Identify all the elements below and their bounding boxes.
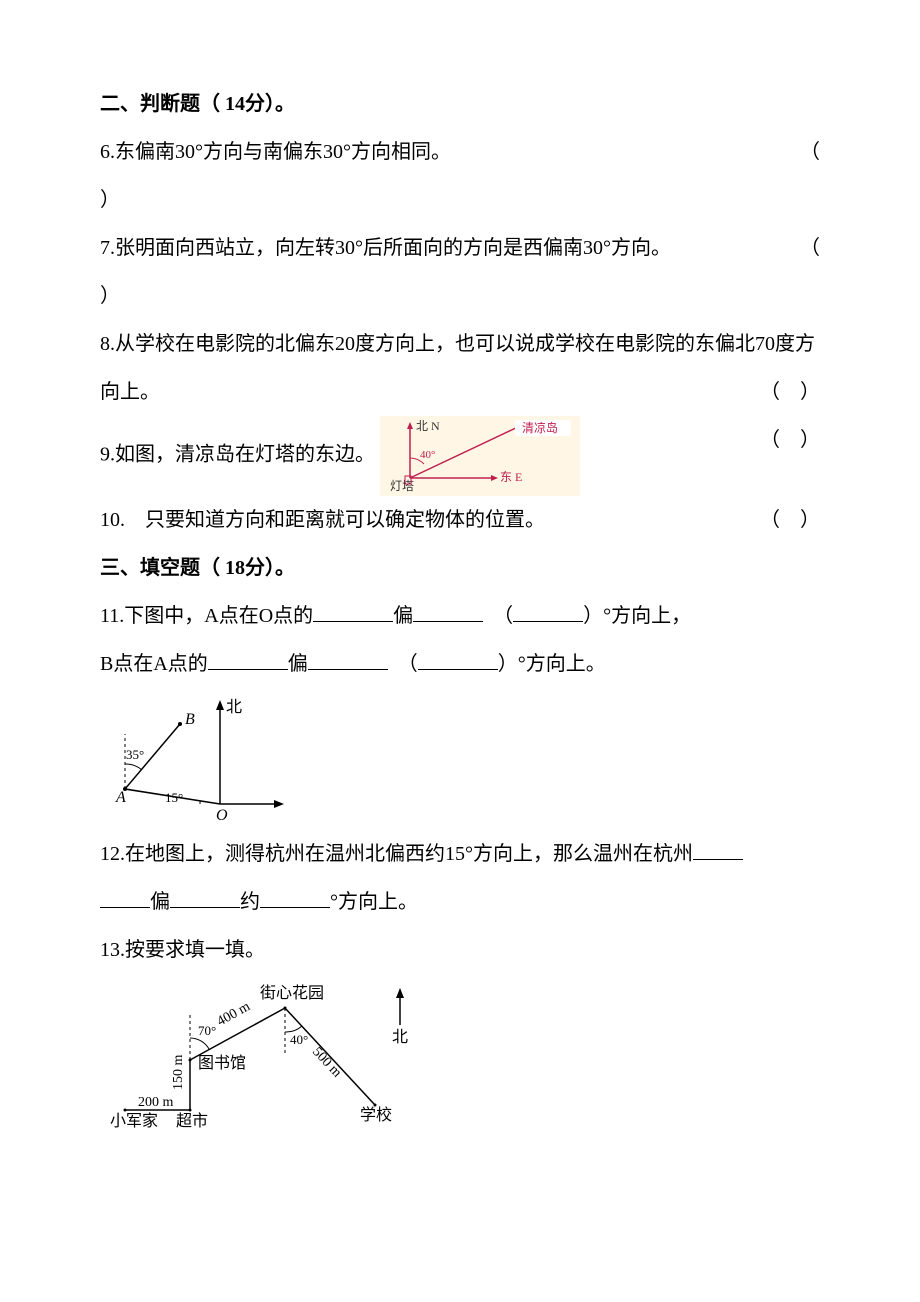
fig9-north: 北 N	[416, 419, 440, 433]
q9-figure: 40° 北 N 东 E 灯塔 清凉岛	[380, 416, 580, 496]
q12-b: 偏	[150, 891, 170, 913]
q11-f: 偏	[288, 653, 308, 675]
fig11-O: O	[216, 807, 228, 824]
fig11-B: B	[185, 711, 195, 728]
q11-a: 11.下图中，A点在O点的	[100, 605, 313, 627]
q8-paren: （ ）	[760, 368, 820, 416]
q6-paren-open: （	[800, 128, 820, 176]
question-11: 11.下图中，A点在O点的偏 （）°方向上， B点在A点的偏 （）°方向上。	[100, 592, 820, 688]
fig11-ang2: 15°	[165, 790, 183, 805]
q12-blank2	[170, 887, 240, 908]
fig13-d500: 500 m	[309, 1044, 344, 1080]
fig11-ang1: 35°	[126, 747, 144, 762]
q11-blank5	[308, 649, 388, 670]
q6-text: 6.东偏南30°方向与南偏东30°方向相同。	[100, 141, 451, 163]
fig13-market: 超市	[176, 1112, 208, 1130]
q12-c: 约	[240, 891, 260, 913]
q12-blank1a	[693, 839, 743, 860]
fig13-a40: 40°	[290, 1032, 308, 1047]
q12-blank3	[260, 887, 330, 908]
fig13-d150: 150 m	[171, 1055, 186, 1091]
fig13-north: 北	[392, 1028, 408, 1046]
q7-paren-close: ）	[100, 285, 120, 307]
fig9-island: 清凉岛	[522, 420, 558, 435]
q11-d: ）°方向上，	[583, 605, 691, 627]
q11-g: （	[408, 653, 418, 675]
question-9: 9.如图，清凉岛在灯塔的东边。 40° 北 N 东 E 灯塔 清凉岛 （ ）	[100, 416, 820, 496]
q9-paren: （ ）	[760, 416, 820, 464]
question-12: 12.在地图上，测得杭州在温州北偏西约15°方向上，那么温州在杭州偏 约 °方向上。	[100, 830, 820, 926]
question-13: 13.按要求填一填。	[100, 926, 820, 974]
fig11-north: 北	[226, 698, 242, 716]
section2-title: 二、判断题（ 14分）。	[100, 80, 820, 128]
q11-c: （	[503, 605, 513, 627]
fig9-tower: 灯塔	[390, 479, 414, 493]
question-8: 8.从学校在电影院的北偏东20度方向上，也可以说成学校在电影院的东偏北70度方向…	[100, 320, 820, 416]
fig13-home: 小军家	[110, 1112, 158, 1130]
q8-text: 8.从学校在电影院的北偏东20度方向上，也可以说成学校在电影院的东偏北70度方向…	[100, 333, 815, 403]
q13-figure: 北 70° 40° 200 m 150 m 400 m 500 m 街心花园 图…	[110, 980, 820, 1130]
fig9-east: 东 E	[500, 470, 522, 484]
q7-text: 7.张明面向西站立，向左转30°后所面向的方向是西偏南30°方向。	[100, 237, 671, 259]
q13-text: 13.按要求填一填。	[100, 939, 265, 961]
fig13-d200: 200 m	[138, 1095, 174, 1110]
q12-a: 12.在地图上，测得杭州在温州北偏西约15°方向上，那么温州在杭州	[100, 843, 693, 865]
fig11-A: A	[115, 789, 126, 806]
q10-text: 10. 只要知道方向和距离就可以确定物体的位置。	[100, 509, 545, 531]
q6-paren-close: ）	[100, 189, 120, 211]
question-10: 10. 只要知道方向和距离就可以确定物体的位置。 （ ）	[100, 496, 820, 544]
fig13-d400: 400 m	[215, 999, 253, 1029]
fig9-angle: 40°	[420, 449, 435, 461]
fig13-garden: 街心花园	[260, 984, 324, 1002]
fig13-school: 学校	[360, 1106, 392, 1124]
fig13-a70: 70°	[198, 1023, 216, 1038]
q7-paren-open: （	[800, 224, 820, 272]
q11-blank6	[418, 649, 498, 670]
q9-text: 9.如图，清凉岛在灯塔的东边。	[100, 444, 375, 466]
question-7: 7.张明面向西站立，向左转30°后所面向的方向是西偏南30°方向。 （ ）	[100, 224, 820, 320]
section3-title: 三、填空题（ 18分）。	[100, 544, 820, 592]
q12-d: °方向上。	[330, 891, 418, 913]
q11-figure: A 15° B 35° 北 O	[110, 694, 820, 824]
q11-h: ）°方向上。	[498, 653, 606, 675]
question-6: 6.东偏南30°方向与南偏东30°方向相同。 （ ）	[100, 128, 820, 224]
fig13-library: 图书馆	[198, 1054, 246, 1072]
q11-blank3	[513, 601, 583, 622]
q11-blank1	[313, 601, 393, 622]
q12-blank1b	[100, 887, 150, 908]
q11-e: B点在A点的	[100, 653, 208, 675]
q11-blank4	[208, 649, 288, 670]
q11-blank2	[413, 601, 483, 622]
q11-b: 偏	[393, 605, 413, 627]
q10-paren: （ ）	[760, 496, 820, 544]
